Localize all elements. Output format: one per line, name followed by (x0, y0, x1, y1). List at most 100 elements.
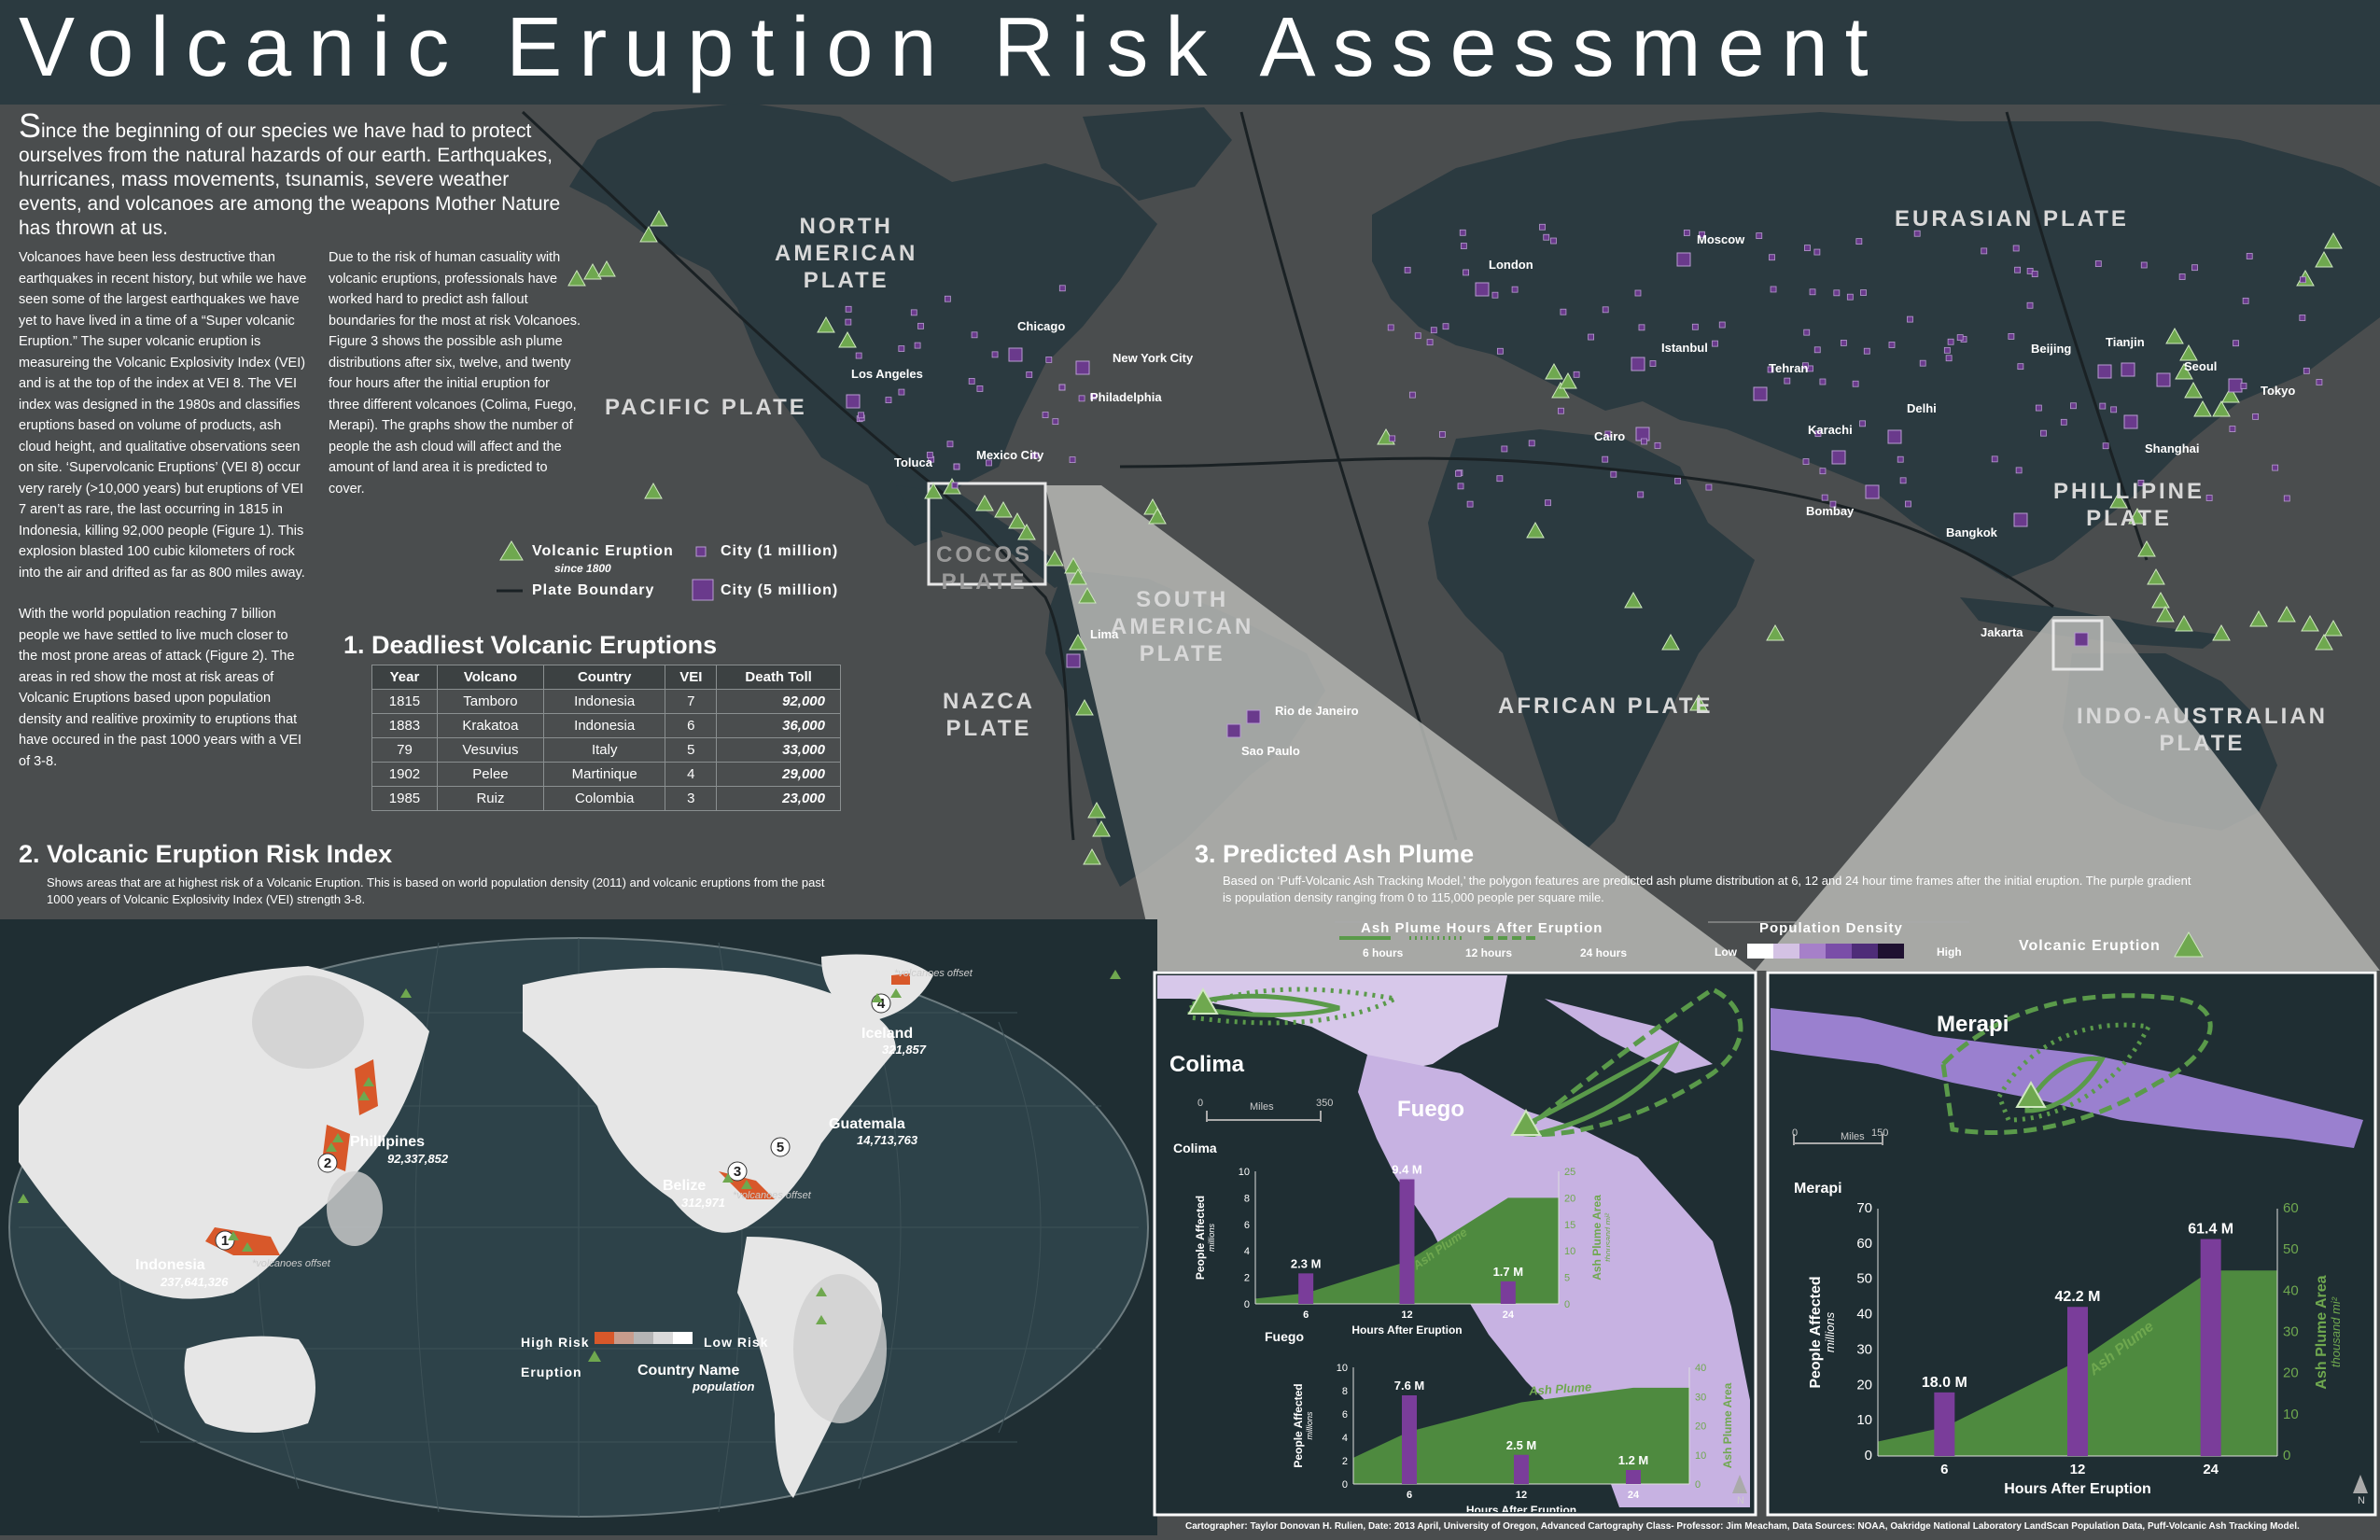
table-cell: 7 (665, 689, 718, 714)
volcano-marker (1078, 586, 1097, 604)
city-marker (1814, 430, 1822, 438)
city-marker (1058, 285, 1066, 292)
bar-data-label: 9.4 M (1392, 1163, 1422, 1177)
death-toll-cell: 23,000 (716, 786, 841, 811)
density-swatch (1826, 944, 1852, 959)
plume-merapi-24h (1940, 993, 2213, 1135)
city-marker (1819, 468, 1827, 475)
ash-legend-6h: 6 hours (1363, 946, 1404, 959)
y2-tick-label: 50 (2283, 1241, 2299, 1257)
ash-plume-area (1255, 1197, 1559, 1304)
city-marker (946, 441, 954, 448)
density-swatch (1747, 944, 1773, 959)
x-tick-label: 12 (1401, 1309, 1412, 1321)
landmass-eurasia (1372, 112, 2380, 579)
risk-eruption-markers (18, 970, 1121, 1324)
city-label: Tokyo (2261, 384, 2296, 398)
risk-land-greenland (821, 954, 933, 1022)
city-marker (1604, 430, 1612, 438)
city-marker (1066, 653, 1081, 668)
city-marker (1090, 393, 1097, 400)
city-marker (971, 331, 978, 339)
volcano-marker (567, 269, 586, 287)
density-swatch (1773, 944, 1799, 959)
city-marker (1919, 359, 1926, 367)
risk-place-name: Guatemala (829, 1116, 905, 1132)
risk-map: 1 2 3 4 5 (0, 919, 1157, 1535)
y2-tick-label: 10 (1695, 1450, 1706, 1462)
ash-legend-volcanic-eruption: Volcanic Eruption (2019, 938, 2161, 954)
city-label: Toluca (894, 455, 932, 469)
table-cell: 6 (665, 713, 718, 738)
city-marker (1809, 288, 1816, 296)
x-tick-label: 24 (2203, 1462, 2219, 1477)
bar-data-label: 18.0 M (1922, 1375, 1967, 1391)
volcano-marker (2165, 327, 2184, 344)
volcano-marker (1083, 847, 1101, 865)
y-tick-label: 60 (1856, 1236, 1872, 1252)
table-header: Country (542, 665, 666, 690)
city-marker (2299, 276, 2306, 284)
city-marker (1813, 248, 1821, 256)
city-marker (2035, 404, 2042, 412)
city-layer (845, 223, 2323, 738)
city-marker (1819, 378, 1827, 385)
city-marker (1602, 306, 1609, 314)
rank-marker (317, 1153, 338, 1173)
zoom-box-indonesia (2051, 619, 2104, 671)
volcano-marker (583, 262, 602, 280)
plate-label-north-american: NORTH AMERICAN PLATE (775, 214, 918, 293)
ash-label-fuego: Fuego (1397, 1097, 1464, 1122)
risk-eruption-marker (242, 1242, 253, 1252)
table-cell: 4 (665, 762, 718, 787)
city-marker (2074, 632, 2089, 647)
volcano-marker (1559, 371, 1577, 389)
plate-label-eurasian: EURASIAN PLATE (1895, 206, 2129, 231)
risk-eruption-marker (741, 1180, 752, 1189)
landmass-greenland (1083, 107, 1232, 201)
y-tick-label: 40 (1856, 1307, 1872, 1323)
y2-axis-label: Ash Plume Area (1721, 1382, 1731, 1468)
bar-data-label: 2.3 M (1291, 1256, 1322, 1270)
people-affected-bar (1399, 1179, 1415, 1304)
people-affected-bar (1500, 1281, 1516, 1304)
city-marker (1528, 440, 1535, 447)
y2-tick-label: 10 (2283, 1407, 2299, 1422)
risk-land-australia (184, 1336, 315, 1433)
city-marker (2070, 402, 2077, 410)
risk-area-japan (355, 1059, 378, 1115)
city-marker (1602, 455, 1609, 463)
volcano-marker (2151, 591, 2170, 609)
ash-plume-area (1353, 1387, 1689, 1484)
city-marker (1897, 455, 1904, 463)
north-arrow-icon (2353, 1475, 2368, 1493)
city-marker (1466, 500, 1474, 508)
risk-eruption-marker (363, 1077, 374, 1086)
city-marker (2242, 297, 2249, 304)
city-marker (1404, 266, 1411, 273)
rank-numbers: 1 2 3 4 5 (221, 996, 886, 1249)
city-label: Bangkok (1946, 525, 1997, 539)
y-tick-label: 0 (1342, 1479, 1348, 1491)
scale-a-miles: Miles (1250, 1101, 1274, 1113)
table-row: 79 Vesuvius Italy 5 33,000 (371, 737, 841, 763)
plume-fuego-6h (1521, 1040, 1681, 1137)
table-cell: 1985 (371, 786, 438, 811)
scale-b-miles: Miles (1841, 1131, 1865, 1142)
city-marker (986, 459, 992, 467)
city-marker (2140, 261, 2148, 269)
plume-fuego-24h (1523, 987, 1743, 1138)
y2-tick-label: 20 (2283, 1365, 2299, 1381)
risk-legend-swatch (595, 1332, 614, 1344)
volcano-marker (1689, 693, 1708, 711)
y-tick-label: 4 (1244, 1246, 1250, 1257)
y-tick-label: 0 (1244, 1299, 1250, 1310)
x-tick-label: 12 (2070, 1462, 2086, 1477)
risk-eruption-marker (890, 988, 902, 998)
city-marker (1439, 431, 1446, 438)
city-label: New York City (1113, 351, 1194, 365)
city-marker (1588, 333, 1595, 341)
x-tick-label: 12 (1516, 1490, 1527, 1501)
volcano-marker (2301, 614, 2319, 632)
